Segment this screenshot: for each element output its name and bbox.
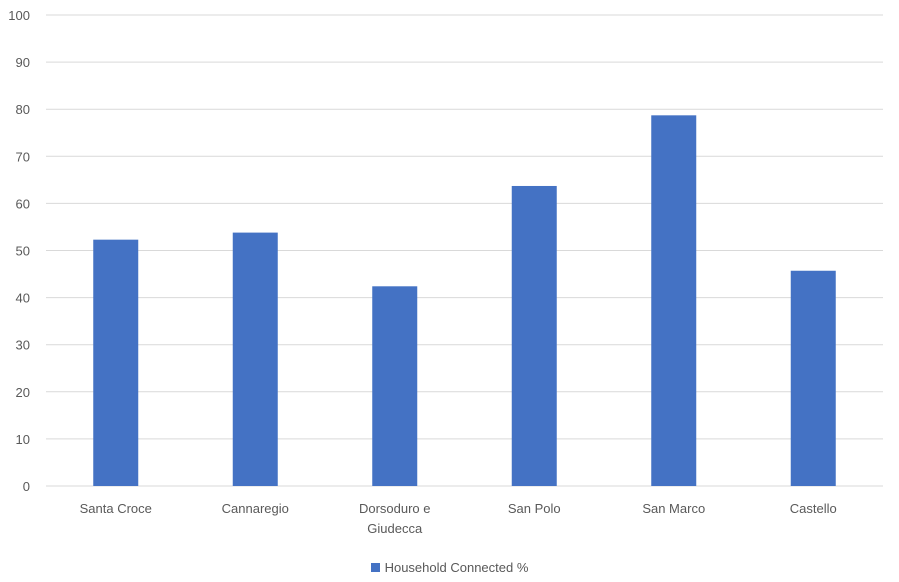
- bar: [790, 270, 836, 486]
- x-tick-label: Cannaregio: [222, 501, 289, 516]
- x-tick-label: San Polo: [508, 501, 561, 516]
- y-tick-label: 10: [16, 432, 30, 447]
- y-tick-label: 90: [16, 55, 30, 70]
- y-tick-label: 20: [16, 385, 30, 400]
- y-tick-label: 0: [23, 479, 30, 494]
- x-tick-label: Castello: [790, 501, 837, 516]
- legend: Household Connected %: [0, 558, 899, 576]
- bar: [651, 115, 697, 486]
- x-tick-label: San Marco: [642, 501, 705, 516]
- bar: [232, 232, 278, 486]
- x-tick-label: Santa Croce: [80, 501, 152, 516]
- x-tick-label: Dorsoduro e Giudecca: [359, 501, 431, 536]
- bar: [93, 239, 139, 486]
- y-tick-label: 50: [16, 244, 30, 259]
- bar: [372, 286, 418, 486]
- x-axis-tick-labels: Santa Croce Cannaregio Dorsoduro e Giudecca…: [80, 501, 837, 536]
- y-axis-tick-labels: 0 10 20 30 40 50 60 70 80 90 100: [8, 8, 30, 494]
- legend-label: Household Connected %: [384, 559, 529, 575]
- legend-swatch: [370, 562, 380, 572]
- y-tick-label: 100: [8, 8, 30, 23]
- y-tick-label: 70: [16, 149, 30, 164]
- y-tick-label: 40: [16, 291, 30, 306]
- bars: [93, 115, 836, 486]
- bar: [511, 185, 557, 486]
- gridlines: [46, 14, 883, 487]
- y-tick-label: 80: [16, 102, 30, 117]
- y-tick-label: 30: [16, 338, 30, 353]
- y-tick-label: 60: [16, 196, 30, 211]
